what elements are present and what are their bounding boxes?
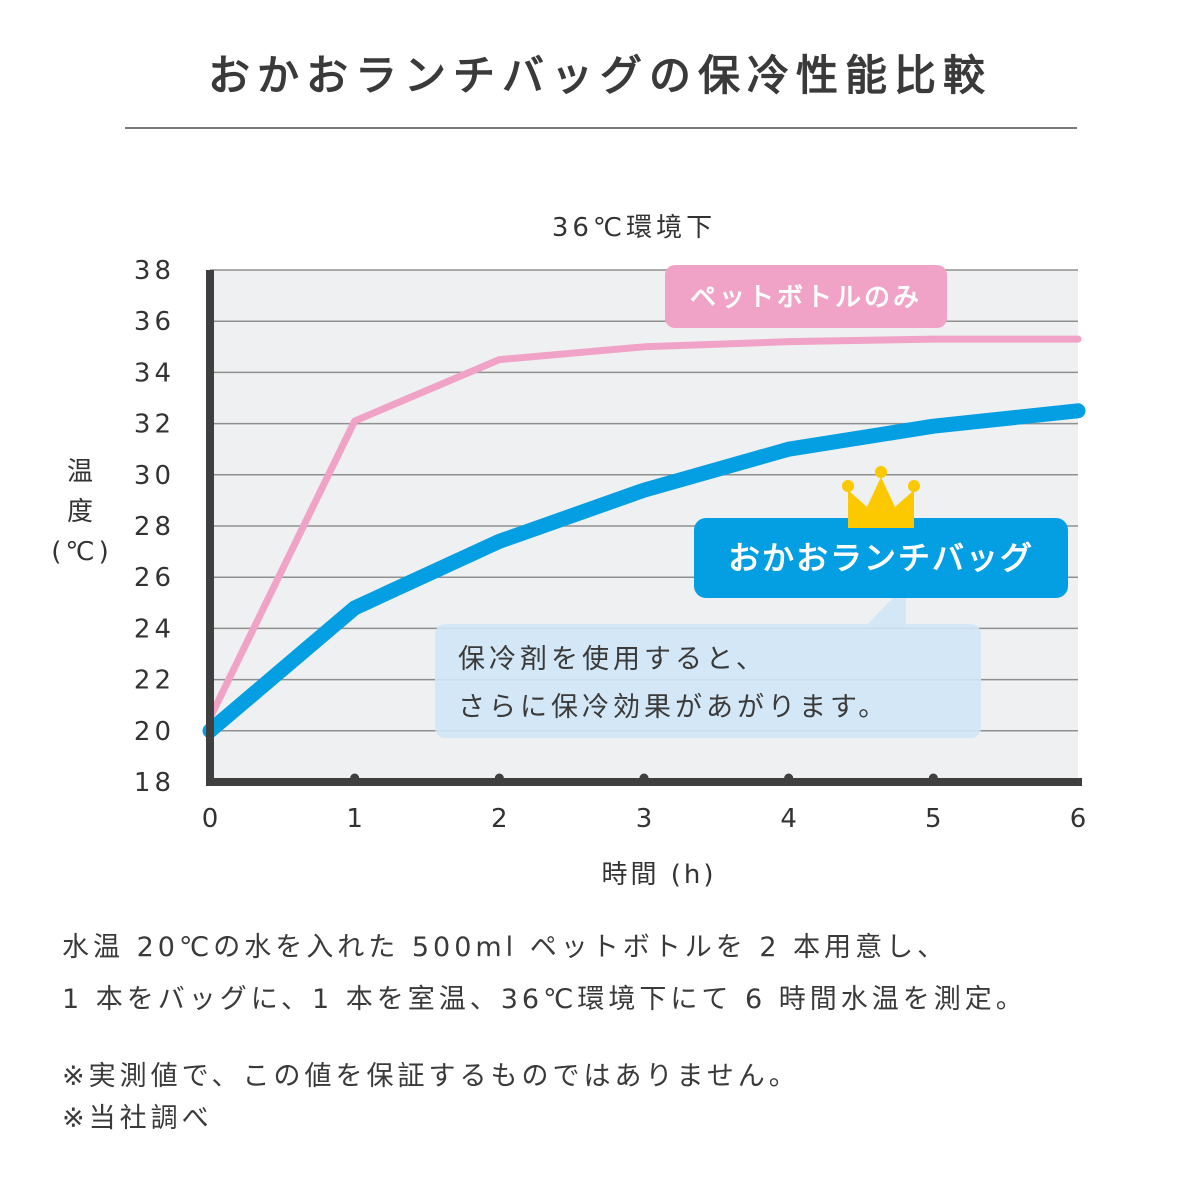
y-tick-label-36: 36: [134, 307, 175, 337]
crown-icon: [842, 466, 920, 528]
x-tick-label-5: 5: [925, 804, 942, 834]
y-tick-label-30: 30: [134, 461, 175, 491]
legend-label-lunchbag: おかおランチバッグ: [694, 518, 1068, 598]
y-tick-label-20: 20: [134, 717, 175, 747]
x-tick-mark-3: [639, 773, 649, 783]
y-tick-label-18: 18: [134, 768, 175, 798]
callout-box: [435, 624, 981, 738]
label-box-petbottle: [665, 265, 947, 328]
y-axis-label-part-1: 度: [67, 497, 97, 527]
x-tick-label-2: 2: [491, 804, 508, 834]
disclaimers: ※実測値で、この値を保証するものではありません。 ※当社調べ: [62, 1056, 800, 1140]
x-tick-label-4: 4: [780, 804, 797, 834]
y-tick-label-22: 22: [134, 666, 175, 696]
x-tick-mark-2: [494, 773, 504, 783]
y-tick-label-32: 32: [134, 410, 175, 440]
x-axis-label: 時間 (h): [601, 860, 716, 890]
chart-title: 36℃環境下: [552, 213, 716, 243]
y-axis-label: 温度 (℃): [51, 457, 113, 567]
y-tick-label-24: 24: [134, 614, 175, 644]
page-title: おかおランチバッグの保冷性能比較: [207, 51, 992, 100]
note-line-2: 1 本をバッグに、1 本を室温、36℃環境下にて 6 時間水温を測定。: [62, 984, 1027, 1015]
x-tick-label-1: 1: [346, 804, 363, 834]
y-tick-label-28: 28: [134, 512, 175, 542]
annotation-callout: 保冷剤を使用すると、 さらに保冷効果があがります。: [435, 584, 981, 738]
y-axis-label-part-2: (℃): [51, 537, 113, 567]
x-tick-label-0: 0: [202, 804, 219, 834]
legend-label-petbottle: ペットボトルのみ: [665, 265, 947, 328]
x-tick-mark-4: [784, 773, 794, 783]
title-divider: [125, 127, 1077, 129]
disclaimer-2: ※当社調べ: [62, 1103, 213, 1134]
label-text-petbottle: ペットボトルのみ: [690, 283, 922, 313]
note-line-1: 水温 20℃の水を入れた 500ml ペットボトルを 2 本用意し、: [62, 932, 949, 963]
series-layer: [202, 335, 1086, 739]
x-tick-label-3: 3: [636, 804, 653, 834]
annotation-line-2: さらに保冷効果があがります。: [458, 692, 889, 723]
label-text-lunchbag: おかおランチバッグ: [728, 539, 1034, 577]
y-tick-label-34: 34: [134, 358, 175, 388]
y-tick-label-38: 38: [134, 256, 175, 286]
x-tick-mark-5: [928, 773, 938, 783]
x-tick-mark-1: [350, 773, 360, 783]
measurement-notes: 水温 20℃の水を入れた 500ml ペットボトルを 2 本用意し、 1 本をバ…: [62, 922, 1027, 1026]
y-tick-label-26: 26: [134, 563, 175, 593]
y-ticks: 18 20 22 24 26 28 30 32 34 36 38: [134, 256, 175, 798]
disclaimer-1: ※実測値で、この値を保証するものではありません。: [62, 1061, 800, 1092]
y-axis-label-part-0: 温: [67, 457, 97, 487]
x-ticks: 0 1 2 3 4 5 6: [202, 773, 1087, 834]
annotation-line-1: 保冷剤を使用すると、: [458, 644, 767, 675]
x-tick-label-6: 6: [1070, 804, 1087, 834]
label-box-lunchbag: [694, 518, 1068, 598]
